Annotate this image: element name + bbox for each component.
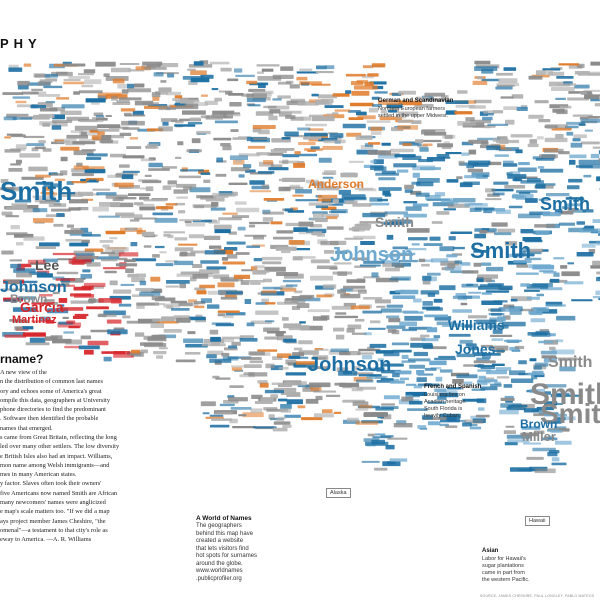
surname-label: Martinez: [12, 314, 57, 326]
hawaii-inset-label: Hawaii: [525, 516, 550, 526]
page-header: PHY: [0, 36, 42, 51]
surname-label: Johnson: [0, 279, 67, 296]
annotation-french-title: French and Spanish: [424, 384, 482, 390]
surname-label: Johnson: [308, 354, 392, 376]
article-body: A new view of the n the distribution of …: [0, 369, 120, 544]
annotation-world-title: A World of Names: [196, 515, 252, 522]
annotation-french-body: Louisiana lies on Acadian heritage. Sout…: [424, 392, 467, 419]
surname-label: Smith: [540, 194, 591, 214]
surname-label: Smith: [540, 398, 600, 429]
source-credit: SOURCE: JAMES CHESHIRE, PAUL LONGLEY, PA…: [480, 594, 595, 598]
surname-label: Smith: [0, 176, 73, 206]
surname-label: Williams: [448, 317, 505, 333]
annotation-asian-title: Asian: [482, 548, 499, 554]
surname-label: Smith: [548, 354, 593, 371]
surname-label: Brown: [10, 292, 48, 306]
surname-label: Johnson: [330, 244, 414, 266]
annotation-german-title: German and Scandinavian: [378, 98, 454, 104]
annotation-german-body: Northern European farmers settled in the…: [378, 106, 449, 119]
surname-label: Garcia: [20, 299, 64, 315]
surname-label: Smith: [470, 238, 532, 263]
surname-label: Jones: [455, 341, 496, 357]
annotation-asian-body: Labor for Hawaii's sugar plantations cam…: [482, 556, 530, 583]
surname-label: Smith: [530, 378, 600, 411]
annotation-world-body: The geographers behind this map have cre…: [196, 523, 258, 582]
surname-label: Miller: [522, 429, 556, 444]
surname-label: Smith: [375, 214, 414, 230]
surname-label: Brown: [520, 417, 558, 431]
article-heading: rname?: [0, 352, 44, 366]
alaska-inset-label: Alaska: [326, 488, 351, 498]
surname-label: Lee: [35, 257, 60, 273]
surname-label: Anderson: [308, 177, 365, 191]
